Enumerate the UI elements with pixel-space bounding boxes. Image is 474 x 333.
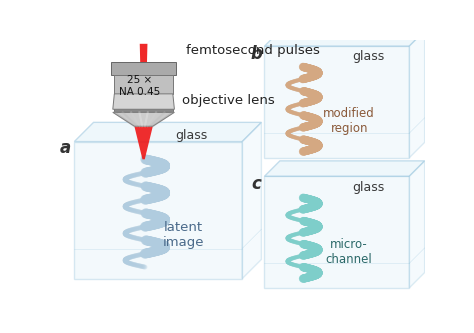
Text: c: c [252,175,262,193]
Polygon shape [264,31,425,46]
Polygon shape [264,161,425,176]
Text: modified
region: modified region [323,107,375,135]
Text: b: b [251,45,263,63]
Text: micro-
channel: micro- channel [326,238,373,266]
Text: objective lens: objective lens [182,94,275,107]
Polygon shape [140,44,147,75]
Text: latent
image: latent image [163,221,204,249]
Polygon shape [111,62,176,75]
Polygon shape [114,75,173,94]
Polygon shape [409,31,425,158]
Polygon shape [74,142,242,279]
Polygon shape [242,122,261,279]
Polygon shape [264,46,409,158]
Polygon shape [74,122,261,142]
Polygon shape [113,112,174,126]
Text: glass: glass [176,129,208,142]
Polygon shape [409,161,425,288]
Text: 25 ×
NA 0.45: 25 × NA 0.45 [119,75,160,97]
Text: glass: glass [353,50,385,63]
Text: glass: glass [353,180,385,193]
Polygon shape [264,176,409,288]
Text: a: a [59,139,71,157]
Polygon shape [113,94,174,109]
Polygon shape [114,108,173,112]
Text: femtosecond pulses: femtosecond pulses [186,44,320,57]
Polygon shape [134,126,153,159]
